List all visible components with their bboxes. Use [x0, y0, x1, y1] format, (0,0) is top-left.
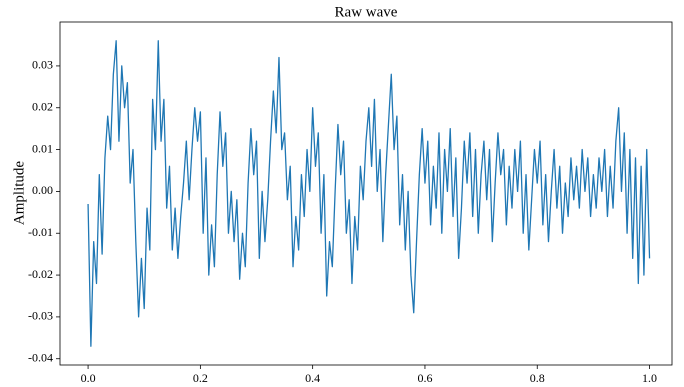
y-tick-label: 0.02: [32, 100, 53, 114]
y-tick-label: 0.00: [32, 183, 53, 197]
y-tick-label: -0.01: [28, 225, 53, 239]
x-tick-label: 0.6: [417, 371, 432, 385]
chart-title: Raw wave: [335, 4, 398, 20]
y-tick-label: 0.01: [32, 141, 53, 155]
x-tick-label: 0.8: [530, 371, 545, 385]
y-tick-label: -0.03: [28, 309, 53, 323]
x-tick-label: 0.2: [193, 371, 208, 385]
plot-frame: [59, 21, 673, 366]
y-tick-label: -0.04: [28, 350, 53, 364]
x-tick-label: 1.0: [642, 371, 657, 385]
y-tick-label: -0.02: [28, 267, 53, 281]
x-tick-label: 0.0: [81, 371, 96, 385]
y-tick-label: 0.03: [32, 58, 53, 72]
wave-line: [87, 40, 651, 347]
x-tick-label: 0.4: [305, 371, 320, 385]
y-axis-label: Amplitude: [11, 161, 27, 226]
